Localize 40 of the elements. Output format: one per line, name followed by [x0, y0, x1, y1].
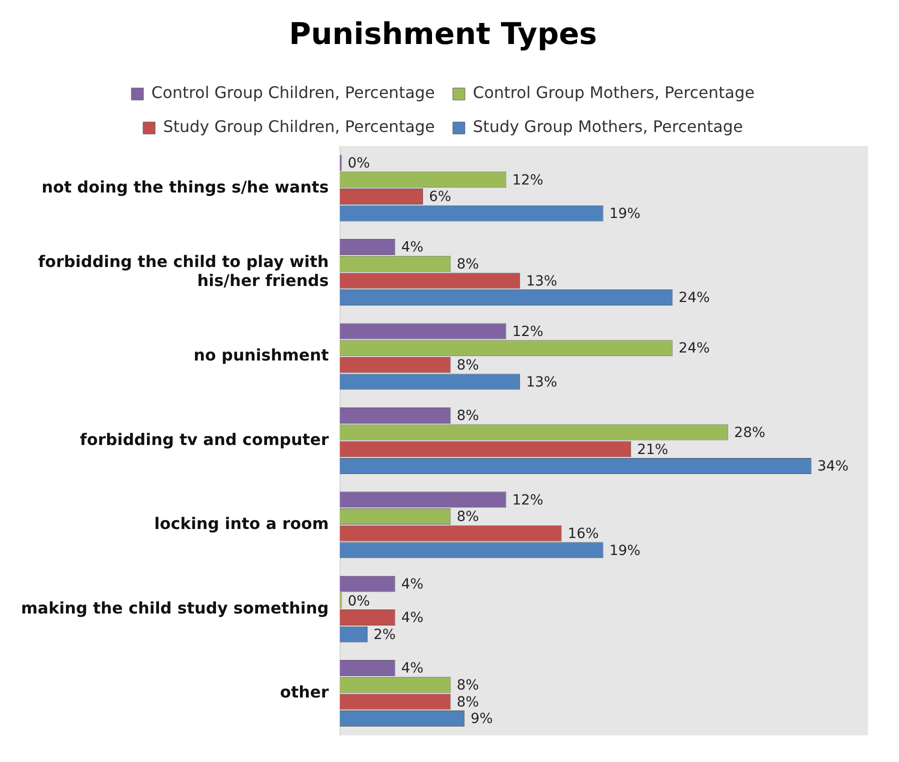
data-label: 12% — [512, 172, 544, 188]
y-tick-label: other — [280, 682, 329, 702]
data-label: 6% — [428, 189, 452, 206]
legend-label: Control Group Mothers, Percentage — [472, 83, 755, 102]
data-label: 8% — [456, 256, 479, 273]
data-label: 21% — [637, 442, 668, 458]
data-label: 9% — [470, 711, 493, 728]
data-label: 24% — [678, 340, 710, 357]
data-label: 4% — [401, 240, 424, 256]
data-label: 2% — [374, 627, 396, 643]
data-label: 13% — [526, 273, 558, 290]
y-tick-label: no punishment — [194, 346, 330, 365]
y-tick-label: not doing the things s/he wants — [42, 177, 329, 196]
data-label: 4% — [401, 576, 424, 592]
data-label: 12% — [512, 324, 544, 340]
data-label: 0% — [348, 593, 370, 610]
data-label: 8% — [456, 408, 479, 424]
data-label: 8% — [456, 678, 479, 694]
data-label: 12% — [512, 492, 544, 508]
y-tick-label: making the child study something — [20, 598, 329, 618]
y-tick-label: forbidding the child to play with his/her friends — [38, 252, 329, 290]
data-label: 16% — [568, 526, 599, 542]
y-tick-label: locking into a room — [154, 514, 329, 534]
data-label: 19% — [609, 206, 640, 222]
data-label: 19% — [609, 542, 640, 559]
legend-label: Study Group Children, Percentage — [163, 117, 435, 136]
data-label: 0% — [348, 155, 370, 172]
chart-title: Punishment Types — [288, 16, 598, 52]
y-tick-label: forbidding tv and computer — [80, 430, 329, 449]
legend-label: Study Group Mothers, Percentage — [472, 117, 743, 136]
data-label: 34% — [817, 458, 849, 475]
data-label: 8% — [456, 694, 479, 710]
data-label: 13% — [526, 374, 558, 390]
legend-label: Control Group Children, Percentage — [151, 83, 435, 102]
data-label: 4% — [401, 660, 424, 677]
data-label: 4% — [401, 610, 424, 626]
data-label: 24% — [678, 290, 710, 306]
data-label: 8% — [456, 509, 479, 526]
data-label: 28% — [734, 424, 766, 441]
data-label: 8% — [456, 358, 479, 374]
